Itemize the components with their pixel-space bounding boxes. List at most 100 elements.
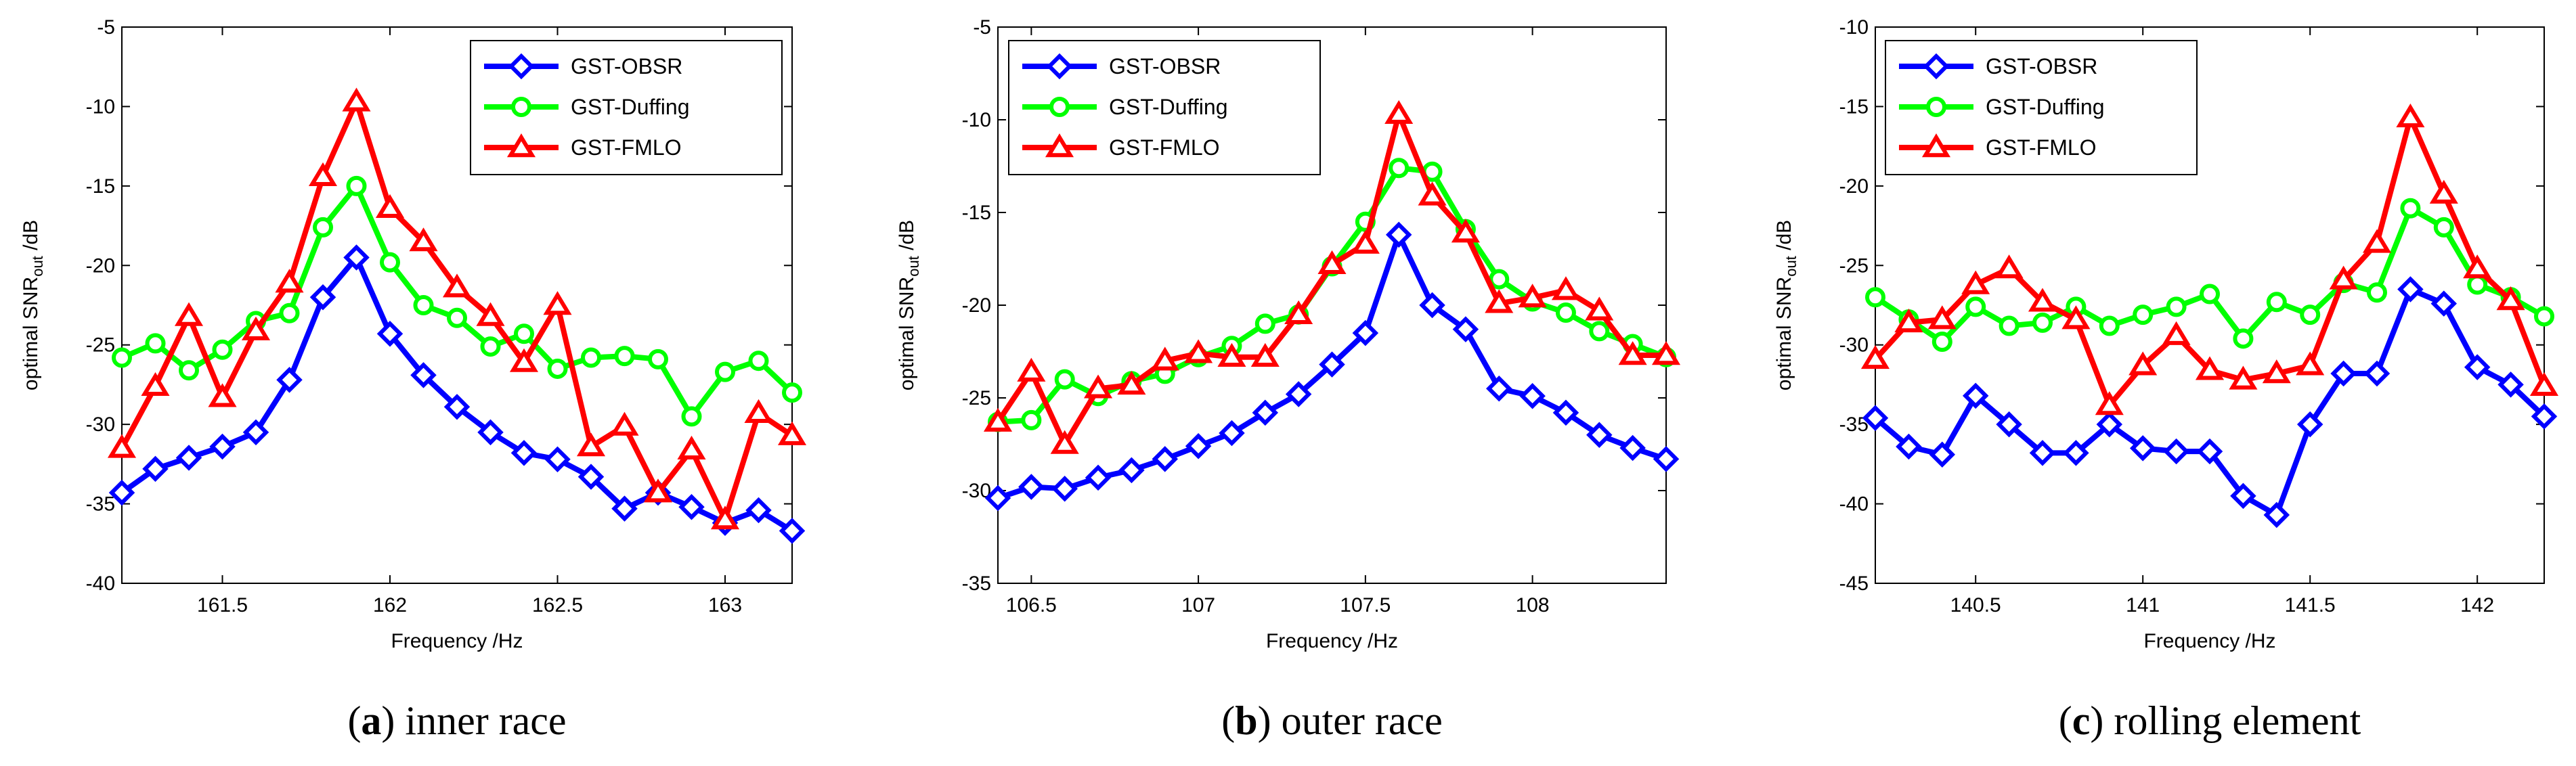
y-axis-label-sub: out	[29, 256, 46, 277]
data-point	[2229, 365, 2258, 390]
y-axis-label: optimal SNRout /dB	[20, 220, 46, 390]
data-point	[2396, 104, 2425, 128]
y-axis-label-unit: /dB	[20, 220, 42, 256]
y-tick-label: -10	[1839, 16, 1869, 39]
data-point	[107, 434, 137, 458]
data-point	[2329, 265, 2358, 290]
y-axis-label-sub: out	[1783, 256, 1799, 277]
caption-letter: c	[2072, 698, 2091, 743]
data-point	[309, 284, 336, 311]
x-axis-label: Frequency /Hz	[391, 630, 523, 652]
data-point	[1389, 158, 1410, 179]
data-point	[509, 348, 539, 372]
data-point	[2162, 321, 2191, 345]
data-point	[241, 316, 271, 340]
legend-label: GST-Duffing	[1109, 95, 1227, 119]
data-point	[681, 406, 702, 427]
caption-paren: )	[381, 698, 405, 743]
legend-marker	[1046, 53, 1073, 80]
data-point	[1585, 296, 1614, 321]
x-tick-label: 161.5	[197, 594, 248, 616]
data-point	[2266, 292, 2287, 313]
data-point	[1219, 420, 1245, 447]
data-point	[2196, 438, 2223, 465]
plot-frame	[121, 26, 793, 584]
data-point	[577, 464, 605, 490]
legend: GST-OBSR GST-Duffing GST-FMLO	[1008, 40, 1321, 175]
data-point	[1518, 284, 1547, 308]
y-axis-label-main: optimal SNR	[896, 277, 918, 390]
x-tick-label: 163	[708, 594, 742, 616]
data-point	[209, 433, 236, 460]
chart-panel-b: 106.5 107 107.5 108-35-30-25-20-15-10-5Freq…	[896, 16, 1681, 743]
y-tick-label: -45	[1839, 572, 1869, 595]
data-point	[2133, 305, 2154, 325]
data-point	[1452, 316, 1479, 342]
data-point	[275, 269, 304, 293]
data-point	[984, 485, 1011, 512]
y-axis-label-unit: /dB	[896, 220, 918, 256]
data-point	[175, 445, 202, 471]
data-point	[375, 194, 405, 218]
data-point	[1419, 292, 1445, 319]
y-tick-label: -20	[1839, 175, 1869, 198]
data-point	[576, 432, 606, 457]
legend-label: GST-Duffing	[1986, 95, 2104, 119]
series-gst-duffing	[112, 175, 802, 427]
data-point	[1653, 446, 1680, 472]
data-point	[208, 383, 237, 407]
data-point	[1250, 342, 1280, 367]
data-point	[1994, 254, 2024, 279]
data-point	[715, 361, 735, 382]
y-tick-label: -10	[86, 95, 115, 118]
data-point	[443, 394, 471, 420]
data-point	[1051, 476, 1078, 502]
x-tick-label: 140.5	[1950, 594, 2001, 616]
data-point	[1965, 296, 1986, 317]
y-tick-label: -35	[86, 493, 115, 516]
caption-paren: (	[2059, 698, 2072, 743]
data-point	[1085, 464, 1112, 491]
data-point	[413, 295, 434, 315]
y-axis-label-main: optimal SNR	[1773, 277, 1795, 390]
data-point	[1285, 381, 1312, 407]
x-tick-label: 141.5	[2285, 594, 2336, 616]
data-point	[2496, 286, 2525, 311]
data-point	[1184, 339, 1213, 363]
legend-label: GST-OBSR	[1109, 54, 1221, 78]
x-tick-label: 107	[1181, 594, 1215, 616]
caption-paren: (	[1221, 698, 1235, 743]
data-point	[543, 291, 572, 315]
data-point	[1519, 383, 1546, 409]
data-point	[510, 440, 538, 466]
series-gst-obsr	[1862, 276, 2558, 528]
legend-marker	[1049, 97, 1070, 117]
data-point	[1084, 374, 1113, 399]
data-point	[777, 421, 807, 445]
data-point	[748, 351, 769, 371]
data-point	[1254, 313, 1275, 334]
data-point	[447, 307, 467, 328]
data-point	[547, 358, 568, 379]
data-point	[2028, 288, 2057, 312]
data-point	[2300, 305, 2321, 325]
data-point	[242, 419, 269, 446]
data-point	[1894, 309, 1923, 333]
data-point	[1896, 433, 1922, 460]
x-tick-label: 141	[2126, 594, 2160, 616]
panel-caption: (c) rolling element	[2059, 698, 2361, 743]
data-point	[1385, 221, 1412, 248]
caption-text: inner race	[405, 698, 566, 743]
series-gst-fmlo	[107, 87, 807, 530]
series-gst-duffing	[988, 158, 1676, 432]
data-point	[1486, 376, 1512, 402]
data-point	[1961, 270, 1990, 294]
y-tick-label: -15	[86, 175, 115, 198]
data-point	[1931, 332, 1952, 353]
panel-caption: (b) outer race	[1221, 698, 1443, 743]
data-point	[1018, 474, 1045, 500]
data-point	[2430, 290, 2458, 317]
data-point	[480, 336, 501, 357]
data-point	[678, 494, 705, 520]
series-gst-duffing	[1865, 198, 2554, 353]
